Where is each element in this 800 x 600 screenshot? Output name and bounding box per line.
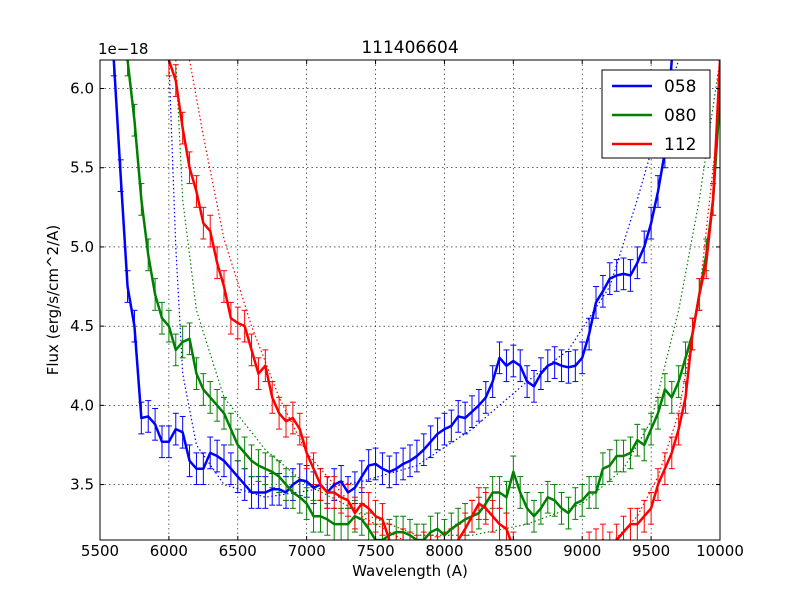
- y-axis-label: Flux (erg/s/cm^2/A): [44, 225, 62, 376]
- x-tick-label: 9000: [563, 542, 601, 560]
- legend: 058 080 112: [601, 69, 711, 159]
- legend-label-080: 080: [664, 106, 696, 126]
- plot-frame: [99, 59, 721, 541]
- y-tick-label: 4.5: [70, 317, 94, 335]
- x-tick-label: 7000: [288, 542, 326, 560]
- series-line-058: [112, 60, 674, 494]
- x-tick-label: 5500: [81, 542, 119, 560]
- y-tick-label: 4.0: [70, 396, 94, 414]
- series-line-112: [167, 60, 720, 540]
- series-line-080: [126, 60, 720, 540]
- x-tick-label: 8500: [494, 542, 532, 560]
- legend-label-112: 112: [664, 135, 696, 155]
- y-axis-ticks: 3.5 4.0 4.5 5.0 5.5 6.0: [70, 80, 720, 494]
- x-tick-label: 6000: [150, 542, 188, 560]
- legend-label-058: 058: [664, 77, 696, 97]
- series-lines: [112, 60, 720, 540]
- x-tick-label: 7500: [356, 542, 394, 560]
- y-offset-label: 1e−18: [98, 40, 148, 58]
- y-tick-label: 3.5: [70, 476, 94, 494]
- x-tick-label: 6500: [219, 542, 257, 560]
- x-tick-label: 9500: [632, 542, 670, 560]
- x-axis-ticks: 5500 6000 6500 7000 7500 8000 8500 9000 9500 1000…: [81, 60, 744, 560]
- x-axis-label: Wavelength (A): [352, 562, 468, 580]
- y-tick-label: 5.5: [70, 159, 94, 177]
- y-tick-label: 6.0: [70, 80, 94, 98]
- x-tick-label: 10000: [696, 542, 744, 560]
- chart-title: 111406604: [361, 38, 458, 58]
- x-tick-label: 8000: [425, 542, 463, 560]
- y-tick-label: 5.0: [70, 238, 94, 256]
